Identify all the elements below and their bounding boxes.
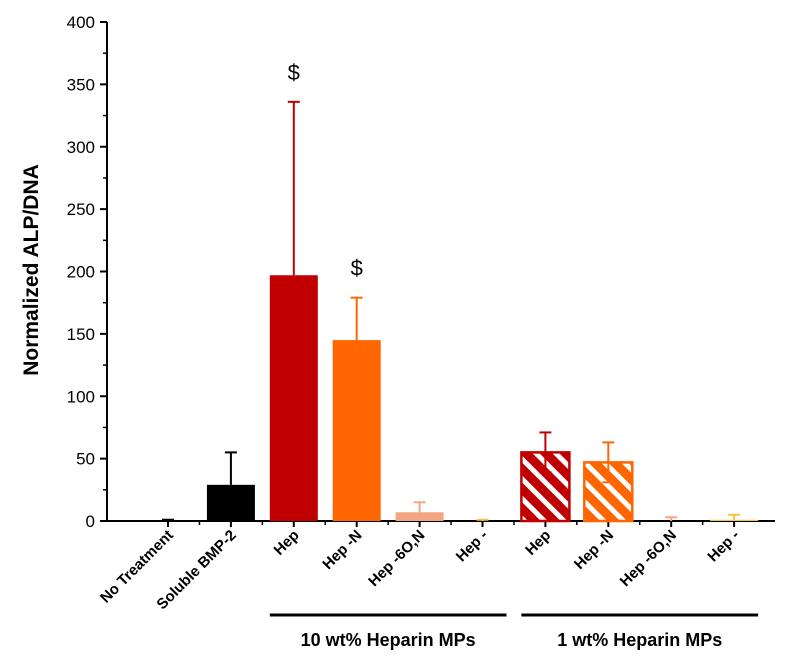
x-tick-label: Hep -6O,N: [617, 527, 680, 590]
group-label: 1 wt% Heparin MPs: [557, 630, 722, 650]
significance-annotation: $: [351, 256, 363, 281]
significance-annotation: $: [288, 60, 300, 85]
bar: [269, 275, 318, 521]
bar: [710, 519, 759, 521]
annotations-layer: $$: [288, 60, 363, 281]
x-tick-label: Hep -N: [571, 527, 617, 573]
y-tick-label: 150: [67, 325, 95, 344]
axes: 0 50 100 150 200 250 300 350 400: [67, 13, 775, 531]
group-brackets: 10 wt% Heparin MPs 1 wt% Heparin MPs: [269, 613, 759, 650]
bars-layer: [206, 275, 759, 523]
y-tick-label: 200: [67, 263, 95, 282]
y-axis-title: Normalized ALP/DNA: [20, 164, 43, 376]
y-tick-label: 100: [67, 387, 95, 406]
x-tick-label: Hep: [271, 527, 303, 559]
x-tick-label: Hep -N: [319, 527, 365, 573]
x-tick-label: Hep: [522, 527, 554, 559]
bar: [395, 512, 444, 521]
y-tick-label: 300: [67, 138, 95, 157]
y-tick-label: 250: [67, 200, 95, 219]
y-tick-label: 400: [67, 13, 95, 32]
group-label: 10 wt% Heparin MPs: [301, 630, 476, 650]
y-tick-label: 50: [76, 450, 95, 469]
x-tick-label: Hep -: [704, 527, 743, 566]
bar: [206, 484, 255, 521]
y-tick-label: 350: [67, 75, 95, 94]
y-tick-label: 0: [86, 512, 95, 531]
x-tick-label: Hep -6O,N: [365, 527, 428, 590]
bar: [332, 340, 381, 521]
error-bars-layer: [162, 100, 741, 521]
x-tick-label: Hep -: [453, 527, 492, 566]
